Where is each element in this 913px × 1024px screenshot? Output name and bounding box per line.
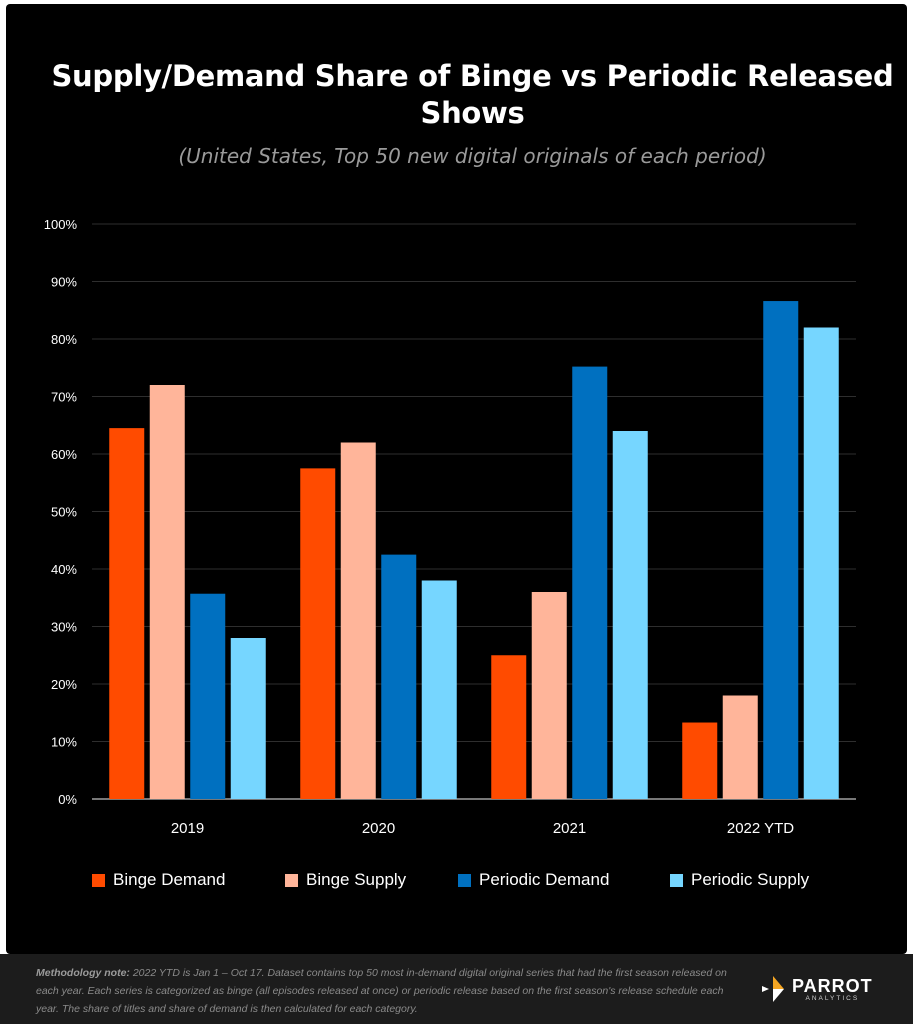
y-tick-label: 50%: [51, 505, 77, 520]
legend-label: Binge Supply: [306, 870, 407, 889]
methodology-note-text: 2022 YTD is Jan 1 – Oct 17. Dataset cont…: [36, 967, 727, 1015]
y-tick-label: 40%: [51, 562, 77, 577]
methodology-note-label: Methodology note:: [36, 967, 130, 979]
bar-periodic-supply: Periodic Supply 2022 YTD: 82%: [803, 327, 839, 799]
legend-label: Periodic Demand: [479, 870, 610, 889]
methodology-note: Methodology note: 2022 YTD is Jan 1 – Oc…: [36, 964, 746, 1018]
bar-chart: 0% 10% 20% 30% 40% 50% 60% 70% 80% 90% 100% Binge D…: [44, 217, 856, 837]
bar-periodic-supply: Periodic Supply 2019: 28%: [230, 638, 266, 799]
y-tick-label: 100%: [44, 217, 78, 232]
y-tick-label: 20%: [51, 677, 77, 692]
y-tick-label: 60%: [51, 447, 77, 462]
chart-subtitle: (United States, Top 50 new digital origi…: [178, 144, 767, 168]
legend-item-periodic-supply: Periodic Supply: [670, 870, 809, 890]
legend-swatch-binge-demand: [92, 873, 105, 887]
y-tick-label: 10%: [51, 735, 77, 750]
parrot-logo-icon: [762, 976, 784, 1002]
y-tick-label: 30%: [51, 620, 77, 635]
bar-binge-supply: Binge Supply 2020: 62%: [340, 442, 376, 799]
x-tick-label: 2020: [362, 820, 395, 837]
bar-binge-supply: Binge Supply 2022 YTD: 18%: [722, 695, 758, 799]
legend-swatch-periodic-supply: [670, 873, 683, 887]
bar-binge-demand: Binge Demand 2019: 64.5%: [109, 428, 145, 799]
y-tick-label: 80%: [51, 332, 77, 347]
bar-binge-supply: Binge Supply 2019: 72%: [149, 385, 185, 799]
y-tick-label: 0%: [58, 792, 77, 807]
bar-binge-demand: Binge Demand 2021: 25%: [491, 655, 527, 799]
legend-label: Periodic Supply: [691, 870, 810, 889]
logo-subtitle: ANALYTICS: [805, 994, 860, 1002]
chart-legend: Binge Demand Binge Supply Periodic Deman…: [0, 870, 913, 896]
legend-item-binge-supply: Binge Supply: [285, 870, 406, 890]
bar-binge-supply: Binge Supply 2021: 36%: [531, 592, 567, 799]
x-tick-label: 2022 YTD: [727, 820, 794, 837]
legend-swatch-binge-supply: [285, 873, 298, 887]
y-tick-label: 70%: [51, 390, 77, 405]
bar-binge-demand: Binge Demand 2020: 57.5%: [300, 468, 336, 799]
bar-periodic-demand: Periodic Demand 2021: 75.2%: [572, 366, 608, 799]
legend-label: Binge Demand: [113, 870, 226, 889]
bar-periodic-demand: Periodic Demand 2019: 35.7%: [190, 593, 226, 799]
x-tick-label: 2019: [171, 820, 204, 837]
logo-wordmark: PARROT: [792, 975, 873, 996]
bar-periodic-supply: Periodic Supply 2020: 38%: [421, 580, 457, 799]
legend-swatch-periodic-demand: [458, 873, 471, 887]
bar-periodic-demand: Periodic Demand 2020: 42.5%: [381, 554, 417, 799]
footer: Methodology note: 2022 YTD is Jan 1 – Oc…: [0, 954, 913, 1024]
bar-periodic-demand: Periodic Demand 2022 YTD: 86.6%: [763, 301, 799, 799]
legend-item-periodic-demand: Periodic Demand: [458, 870, 609, 890]
parrot-analytics-logo: PARROT ANALYTICS: [762, 976, 873, 1002]
chart-title: Supply/Demand Share of Binge vs Periodic…: [51, 59, 894, 130]
bar-periodic-supply: Periodic Supply 2021: 64%: [612, 431, 648, 799]
y-tick-label: 90%: [51, 275, 77, 290]
legend-item-binge-demand: Binge Demand: [92, 870, 225, 890]
x-tick-label: 2021: [553, 820, 586, 837]
bar-binge-demand: Binge Demand 2022 YTD: 13.3%: [682, 722, 718, 799]
